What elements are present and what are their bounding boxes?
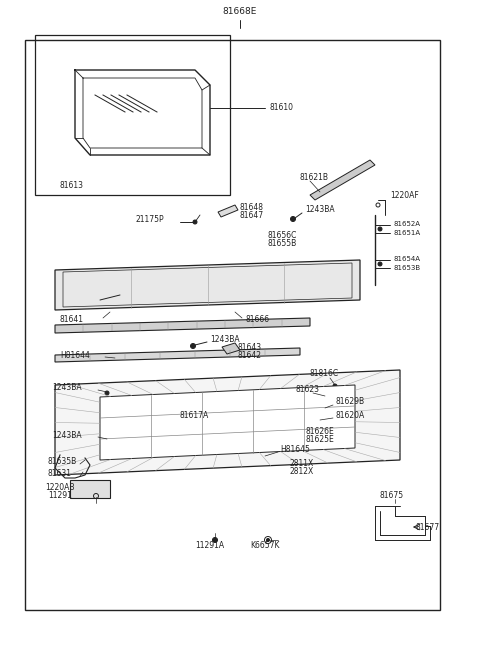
Text: H81644: H81644 <box>60 352 90 361</box>
Text: 81629B: 81629B <box>335 398 364 407</box>
Text: 81613: 81613 <box>60 180 84 190</box>
Text: 2811X: 2811X <box>290 459 314 468</box>
Text: 81642: 81642 <box>237 352 261 361</box>
Text: 81648: 81648 <box>240 203 264 213</box>
Text: 81652A: 81652A <box>393 221 420 227</box>
Text: 81635B: 81635B <box>48 457 77 466</box>
Text: 81651A: 81651A <box>393 230 420 236</box>
Text: 81666: 81666 <box>245 316 269 325</box>
Text: 1243BA: 1243BA <box>52 430 82 440</box>
Text: 81620A: 81620A <box>335 411 364 419</box>
Text: K6657K: K6657K <box>251 541 280 550</box>
Text: 81668E: 81668E <box>223 7 257 16</box>
Text: 81626E: 81626E <box>305 428 334 436</box>
Text: 1243BA: 1243BA <box>210 335 240 344</box>
Polygon shape <box>55 370 400 475</box>
Text: 81675: 81675 <box>380 491 404 499</box>
Text: 81641: 81641 <box>60 316 84 325</box>
Circle shape <box>290 216 296 222</box>
Text: 81656C: 81656C <box>268 230 298 239</box>
Circle shape <box>266 539 269 541</box>
Polygon shape <box>100 385 355 460</box>
Text: 81643: 81643 <box>237 344 261 352</box>
Circle shape <box>378 262 382 266</box>
Text: 81617A: 81617A <box>180 411 209 419</box>
Bar <box>25 40 440 610</box>
Text: 1220AF: 1220AF <box>390 190 419 199</box>
Text: 81677: 81677 <box>415 523 439 533</box>
Text: 81653B: 81653B <box>393 265 420 271</box>
Text: 81631: 81631 <box>48 470 72 478</box>
Text: 21175P: 21175P <box>135 216 164 224</box>
Text: H81645: H81645 <box>280 445 310 455</box>
Text: 81654A: 81654A <box>393 256 420 262</box>
Circle shape <box>105 438 109 442</box>
Text: 81610: 81610 <box>270 104 294 112</box>
Polygon shape <box>55 318 310 333</box>
Circle shape <box>333 384 337 388</box>
Text: 81623: 81623 <box>295 386 319 394</box>
Polygon shape <box>310 160 375 200</box>
Circle shape <box>324 395 328 399</box>
Text: 2812X: 2812X <box>290 466 314 476</box>
Polygon shape <box>222 343 240 354</box>
Circle shape <box>321 407 325 411</box>
Text: 81816C: 81816C <box>310 369 339 377</box>
Text: 81621B: 81621B <box>300 173 329 182</box>
Text: 11291A: 11291A <box>195 541 224 550</box>
Circle shape <box>378 227 382 231</box>
Polygon shape <box>70 480 110 498</box>
Text: 1243BA: 1243BA <box>305 205 335 215</box>
Circle shape <box>213 537 217 543</box>
Text: 81655B: 81655B <box>268 239 297 247</box>
Polygon shape <box>55 260 360 310</box>
Text: 81625E: 81625E <box>305 436 334 445</box>
Bar <box>35 35 230 195</box>
Circle shape <box>193 220 197 224</box>
Circle shape <box>191 344 195 348</box>
Text: 81647: 81647 <box>240 211 264 220</box>
Text: 1220AB: 1220AB <box>45 483 74 491</box>
Polygon shape <box>218 205 238 217</box>
Text: 11291: 11291 <box>48 491 72 501</box>
Text: 1243BA: 1243BA <box>52 384 82 392</box>
Circle shape <box>105 391 109 395</box>
Polygon shape <box>55 348 300 362</box>
